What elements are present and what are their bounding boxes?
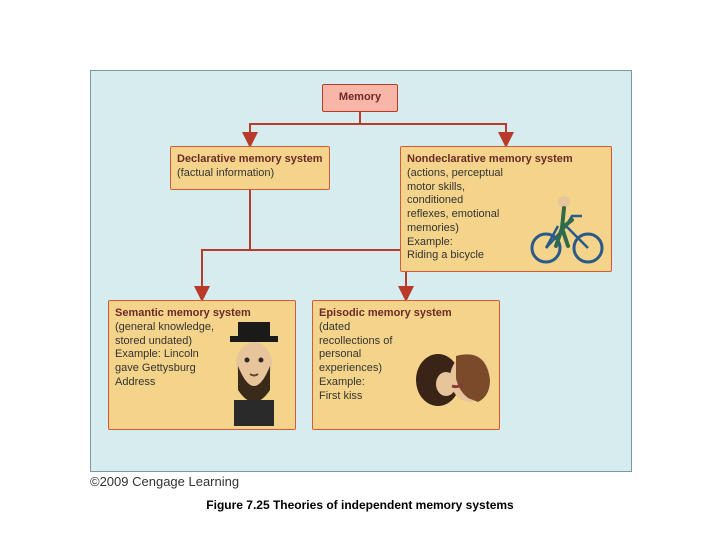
node-body: (factual information) [177,167,323,181]
edge-memory-nondeclarative [360,108,506,146]
node-body: (dated recollections of personal experie… [319,321,413,404]
node-title: Semantic memory system [115,307,289,321]
node-title: Memory [329,91,391,105]
edge-declarative-episodic [250,190,406,300]
illustration-kiss [408,338,498,428]
node-body: (actions, perceptual motor skills, condi… [407,167,507,263]
copyright-text: ©2009 Cengage Learning [90,474,239,489]
node-title: Episodic memory system [319,307,493,321]
illustration-lincoln [220,320,292,426]
edge-declarative-semantic [202,190,250,300]
edge-memory-declarative [250,108,360,146]
figure-caption: Figure 7.25 Theories of independent memo… [0,498,720,512]
node-title: Nondeclarative memory system [407,153,605,167]
illustration-bicycle [528,188,606,266]
node-body: (general knowledge, stored undated) Exam… [115,321,219,390]
node-memory: Memory [322,84,398,112]
node-title: Declarative memory system [177,153,323,167]
tree-edges [0,0,720,540]
node-declarative: Declarative memory system(factual inform… [170,146,330,190]
